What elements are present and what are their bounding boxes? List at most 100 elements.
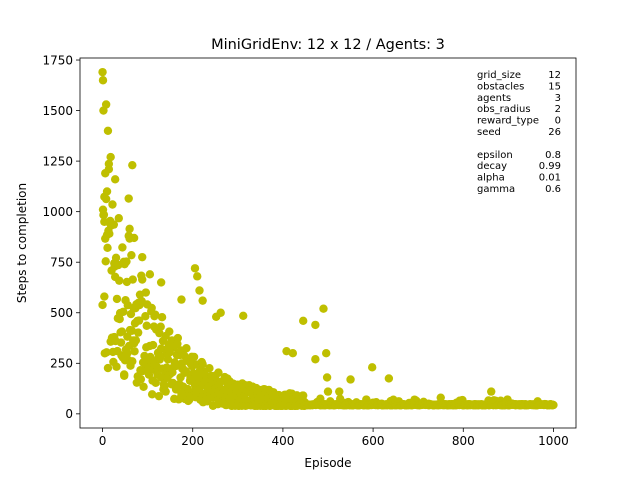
y-tick-label: 500 <box>50 306 73 320</box>
scatter-point <box>123 348 132 358</box>
param-value: 0 <box>555 116 561 127</box>
scatter-point <box>168 368 177 377</box>
scatter-point <box>115 314 124 324</box>
scatter-point <box>101 194 111 204</box>
scatter-point <box>168 378 178 388</box>
scatter-point <box>200 370 210 379</box>
scatter-point <box>101 257 110 266</box>
scatter-point <box>182 344 191 353</box>
scatter-point <box>151 310 160 319</box>
param-key: grid_size <box>477 70 521 81</box>
y-tick-label: 250 <box>50 357 73 371</box>
scatter-point <box>157 313 167 322</box>
scatter-point <box>147 303 156 313</box>
scatter-point <box>103 126 113 135</box>
scatter-point <box>117 327 127 336</box>
scatter-point <box>177 389 186 398</box>
scatter-point <box>112 362 121 371</box>
scatter-point <box>319 304 328 313</box>
scatter-point <box>177 295 186 304</box>
param-value: 0.8 <box>545 150 561 161</box>
scatter-point <box>115 276 124 285</box>
scatter-point <box>145 270 155 279</box>
scatter-point <box>141 288 151 297</box>
scatter-point <box>147 390 157 399</box>
scatter-point <box>106 152 115 162</box>
scatter-point <box>133 328 143 337</box>
scatter-point <box>116 338 126 347</box>
scatter-point <box>124 194 133 203</box>
param-value: 15 <box>548 81 561 92</box>
parameter-legend: grid_size 12 obstacles 15 agents 3 obs_radius 2… <box>477 70 561 195</box>
y-tick-label: 1000 <box>42 205 73 219</box>
scatter-point <box>205 364 214 373</box>
scatter-point <box>214 368 223 377</box>
scatter-point <box>181 367 191 376</box>
scatter-point <box>436 393 445 402</box>
x-tick-label: 800 <box>452 434 475 448</box>
scatter-point <box>487 387 496 396</box>
scatter-point <box>311 355 320 364</box>
scatter-point <box>138 275 147 284</box>
scatter-point <box>104 165 114 174</box>
scatter-point <box>138 252 147 262</box>
scatter-point <box>322 373 332 382</box>
x-tick-label: 600 <box>362 434 385 448</box>
scatter-point <box>142 321 151 330</box>
chart-title: MiniGridEnv: 12 x 12 / Agents: 3 <box>211 37 445 53</box>
x-tick-label: 1000 <box>538 434 569 448</box>
scatter-point <box>105 229 114 238</box>
scatter-point <box>161 387 170 396</box>
scatter-point <box>239 311 248 320</box>
scatter-point <box>103 363 113 373</box>
scatter-point <box>198 360 207 369</box>
scatter-point <box>102 187 112 196</box>
param-value: 0.6 <box>545 184 561 195</box>
scatter-point <box>171 361 180 371</box>
scatter-point <box>134 316 144 325</box>
scatter-point <box>130 347 139 356</box>
scatter-point <box>163 355 173 364</box>
scatter-point <box>127 326 137 335</box>
scatter-point <box>367 363 377 372</box>
y-axis-ticks: 0 250 500 750 1000 1250 1500 1750 <box>42 53 80 421</box>
scatter-point <box>211 312 221 321</box>
scatter-point <box>299 316 308 326</box>
scatter-point <box>190 264 200 273</box>
scatter-point <box>99 210 109 219</box>
scatter-point <box>156 278 166 287</box>
scatter-point <box>549 400 558 410</box>
scatter-point <box>101 100 111 109</box>
plot-frame <box>79 57 577 429</box>
scatter-point <box>141 312 150 321</box>
scatter-point <box>129 233 139 243</box>
param-key: reward_type <box>477 116 539 127</box>
scatter-point <box>109 220 119 229</box>
scatter-point <box>128 160 137 170</box>
param-value: 0.01 <box>539 173 561 184</box>
x-tick-label: 200 <box>181 434 204 448</box>
scatter-point <box>173 333 183 343</box>
x-axis-ticks: 0 200 400 600 800 1000 <box>99 428 569 448</box>
param-value: 3 <box>555 93 561 104</box>
scatter-point <box>155 328 164 338</box>
scatter-point <box>102 348 111 357</box>
scatter-point <box>184 395 194 405</box>
x-tick-label: 0 <box>99 434 107 448</box>
scatter-point <box>198 296 207 305</box>
scatter-point <box>119 307 128 316</box>
scatter-point <box>125 224 134 234</box>
scatter-point <box>114 214 123 223</box>
scatter-point <box>98 300 107 310</box>
scatter-point <box>127 250 136 260</box>
scatter-point <box>136 375 146 384</box>
scatter-point <box>384 374 394 383</box>
param-key: epsilon <box>477 150 513 161</box>
y-tick-label: 1500 <box>42 104 73 118</box>
scatter-point <box>111 253 121 262</box>
scatter-point <box>128 357 137 366</box>
scatter-point <box>154 391 164 401</box>
x-axis-label: Episode <box>304 456 351 470</box>
x-tick-label: 400 <box>271 434 294 448</box>
param-key: seed <box>477 127 501 138</box>
